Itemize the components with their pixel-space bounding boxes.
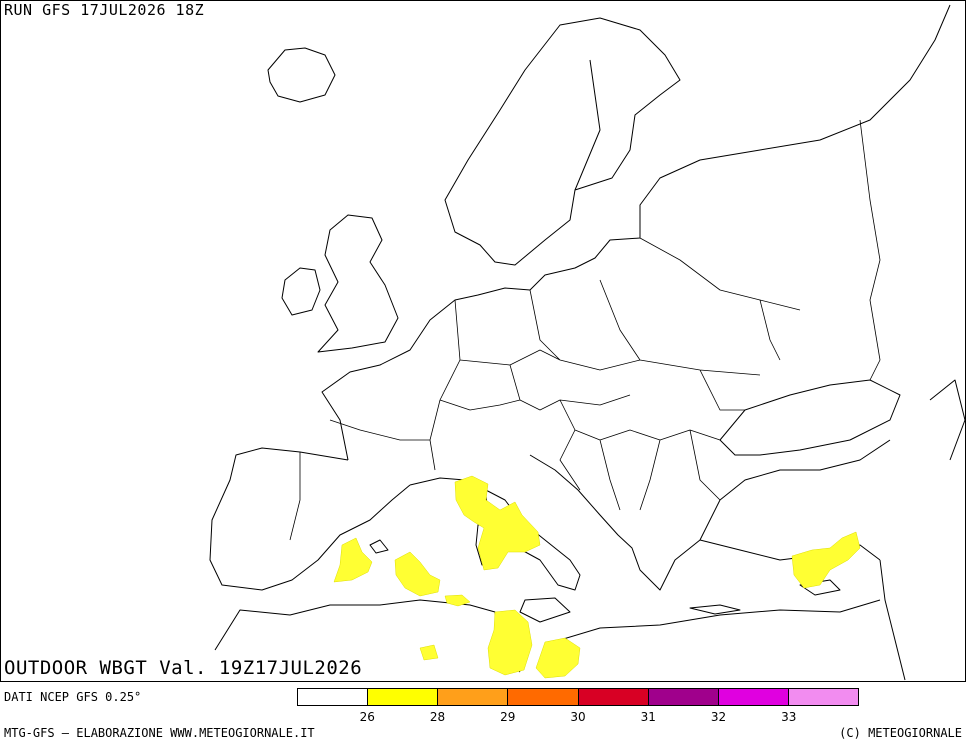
finland-border	[574, 59, 601, 191]
footer-copyright: (C) METEOGIORNALE	[839, 726, 962, 740]
wbgt-area-italy	[454, 475, 541, 571]
balkan-coast	[529, 439, 891, 591]
legend-swatch	[648, 689, 719, 705]
legend-tick-label: 31	[640, 710, 656, 724]
crete-outline	[689, 604, 741, 615]
balearic-outline	[369, 539, 389, 554]
legend-tick-label: 28	[429, 710, 446, 724]
sicily-outline	[519, 597, 571, 623]
wbgt-area-balearic-sea	[394, 551, 441, 597]
iceland-outline	[267, 47, 336, 103]
run-label: RUN GFS 17JUL2026 18Z	[4, 1, 205, 19]
iberia-outline	[209, 447, 411, 591]
legend-swatch	[578, 689, 649, 705]
scandinavia-outline	[444, 17, 681, 266]
color-legend-bar	[297, 688, 859, 706]
black-sea-outline	[719, 379, 901, 456]
levant-coast	[879, 559, 906, 681]
wbgt-area-algeria	[444, 594, 471, 607]
ireland-outline	[281, 267, 321, 316]
legend-tick-label: 26	[359, 710, 375, 724]
wbgt-area-libya	[535, 637, 581, 679]
wbgt-area-spain	[333, 537, 373, 583]
caspian-outline	[929, 379, 966, 461]
legend-swatch	[788, 689, 858, 705]
great-britain-outline	[317, 214, 399, 353]
legend-tick-label: 29	[500, 710, 516, 724]
legend-tick-label: 32	[710, 710, 727, 724]
wbgt-area-tunisia	[487, 609, 533, 676]
legend-swatch	[368, 689, 439, 705]
map-canvas	[209, 4, 966, 681]
wbgt-area-north-africa-west	[419, 644, 439, 661]
continent-coastline	[321, 4, 951, 461]
legend-swatch	[298, 689, 369, 705]
country-borders	[289, 119, 881, 541]
data-source-label: DATI NCEP GFS 0.25°	[4, 690, 142, 704]
legend-swatch	[508, 689, 579, 705]
legend-swatch	[718, 689, 789, 705]
footer-credit: MTG-GFS — ELABORAZIONE WWW.METEOGIORNALE…	[4, 726, 315, 740]
wbgt-area-cyprus	[791, 531, 861, 589]
map-title: OUTDOOR WBGT Val. 19Z17JUL2026	[4, 657, 363, 679]
legend-tick-label: 30	[570, 710, 586, 724]
legend-swatch	[438, 689, 509, 705]
legend-tick-label: 33	[781, 710, 797, 724]
